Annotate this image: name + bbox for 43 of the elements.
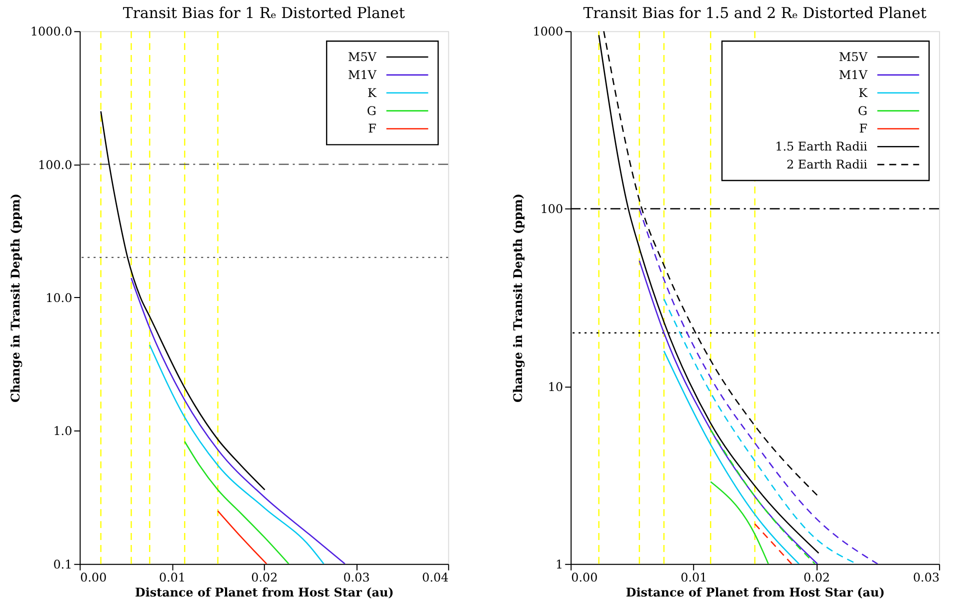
x-tick-label: 0.03 — [343, 570, 370, 584]
y-tick-label: 1.0 — [53, 424, 72, 438]
line-series — [638, 208, 878, 564]
legend-label: M5V — [348, 50, 377, 64]
legend-label: 2 Earth Radii — [786, 158, 868, 172]
line-series — [100, 110, 266, 490]
x-axis-title: Distance of Planet from Host Star (au) — [134, 585, 394, 600]
x-tick-label: 0.03 — [912, 570, 940, 584]
chart-title: Transit Bias for 1.5 and 2 Rₑ Distorted Planet — [583, 4, 926, 22]
legend-label: F — [368, 122, 376, 136]
y-axis-title: Change in Transit Depth (ppm) — [510, 194, 525, 403]
y-tick-label: 1 — [556, 557, 564, 572]
y-tick-label: 1000.0 — [30, 24, 72, 39]
x-tick-label: 0.01 — [680, 570, 708, 584]
legend-label: K — [858, 86, 868, 100]
legend-label: 1.5 Earth Radii — [775, 140, 868, 154]
legend-label: F — [859, 122, 868, 136]
y-tick-label: 1000 — [532, 24, 564, 39]
y-tick-label: 100.0 — [38, 158, 72, 172]
x-tick-label: 0.01 — [158, 570, 186, 584]
x-tick-label: 0.02 — [803, 570, 830, 584]
y-tick-label: 0.1 — [53, 557, 72, 572]
y-axis-title: Change in Transit Depth (ppm) — [8, 194, 22, 403]
legend-label: M5V — [838, 50, 868, 64]
x-tick-label: 0.00 — [80, 570, 107, 584]
x-tick-label: 0.04 — [422, 570, 449, 584]
legend-label: M1V — [348, 68, 377, 82]
y-tick-label: 10 — [548, 380, 564, 394]
legend-label: M1V — [838, 68, 868, 82]
line-series — [663, 350, 800, 564]
x-tick-label: 0.00 — [571, 570, 598, 584]
x-axis-title: Distance of Planet from Host Star (au) — [626, 585, 885, 600]
line-series — [184, 440, 290, 564]
x-tick-label: 0.02 — [251, 570, 278, 584]
line-series — [149, 344, 324, 564]
legend-label: K — [368, 86, 378, 100]
chart-title: Transit Bias for 1 Rₑ Distorted Planet — [122, 4, 405, 22]
y-tick-label: 10.0 — [46, 291, 72, 305]
line-series — [638, 260, 818, 564]
legend-label: G — [858, 104, 868, 118]
y-tick-label: 100 — [540, 202, 564, 216]
line-series — [130, 277, 346, 564]
legend-label: G — [366, 104, 376, 118]
